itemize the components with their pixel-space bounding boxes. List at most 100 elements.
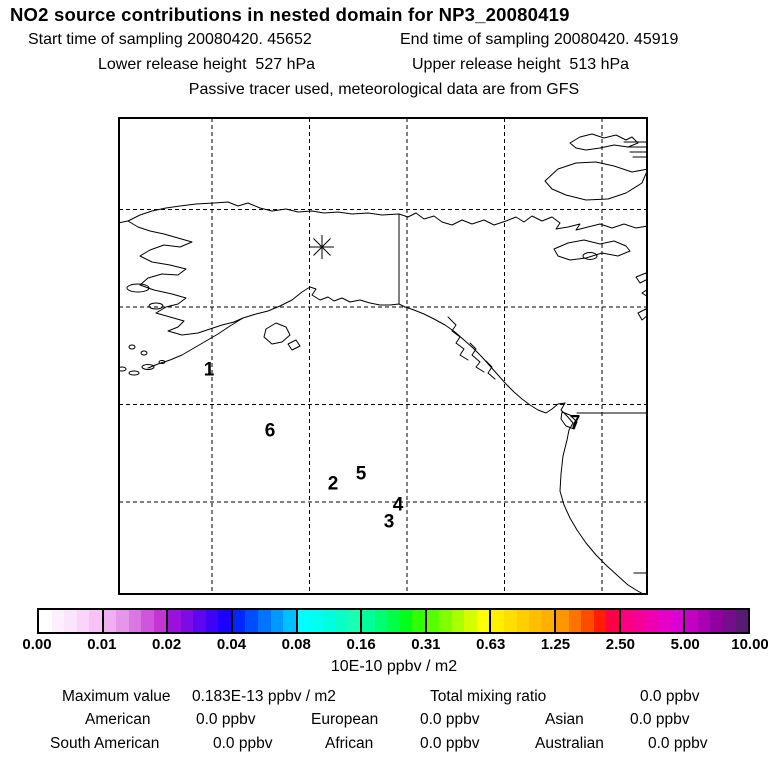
colorbar-cell: [412, 610, 425, 632]
colorbar-cell: [556, 610, 569, 632]
colorbar-cell: [257, 610, 271, 632]
colorbar-cell: [620, 610, 634, 632]
colorbar-cell: [697, 610, 711, 632]
colorbar-cell: [568, 610, 582, 632]
north-coast: [118, 201, 400, 224]
right-edge-islets: [635, 272, 648, 321]
colorbar-cell: [581, 610, 594, 632]
colorbar-cell: [735, 610, 749, 632]
arctic-island-cluster: [553, 239, 631, 261]
colorbar-cell: [633, 610, 646, 632]
colorbar-cell: [64, 610, 77, 632]
colorbar-tick-0.31: 0.31: [411, 636, 441, 653]
colorbar-cell: [180, 610, 194, 632]
colorbar-cell: [141, 610, 154, 632]
colorbar-segment-9: [618, 610, 684, 632]
colorbar-segment-2: [166, 610, 231, 632]
region-label-australian: Australian: [535, 735, 604, 752]
colorbar-units-label: 10E-10 ppbv / m2: [330, 658, 458, 675]
se-alaska-bc-coast: [404, 306, 646, 595]
colorbar-cell: [335, 610, 348, 632]
archipelago-3: [485, 360, 496, 380]
lower-release-label: Lower release height 527 hPa: [98, 56, 316, 73]
colorbar-tick-10.00: 10.00: [731, 636, 768, 653]
colorbar-tick-5.00: 5.00: [670, 636, 700, 653]
colorbar-cell: [723, 610, 736, 632]
colorbar-ticks: 0.00 0.01 0.02 0.04 0.08 0.16 0.31 0.63 1.25 2.50…: [22, 636, 768, 654]
colorbar-cell: [362, 610, 375, 632]
colorbar-tick-0.63: 0.63: [476, 636, 506, 653]
colorbar-cell: [116, 610, 129, 632]
aleutian-islet-2: [141, 364, 155, 370]
region-label-american: American: [85, 711, 151, 728]
colorbar-cell: [658, 610, 671, 632]
colorbar-cell: [232, 610, 246, 632]
colorbar-segment-8: [554, 610, 619, 632]
colorbar-cell: [218, 610, 231, 632]
colorbar-cell: [374, 610, 388, 632]
page-title: NO2 source contributions in nested domai…: [10, 4, 570, 25]
release-point-marker-6: 6: [265, 421, 276, 442]
colorbar-segment-0: [39, 610, 102, 632]
colorbar-tick-0.16: 0.16: [346, 636, 376, 653]
colorbar-tick-0.01: 0.01: [87, 636, 117, 653]
colorbar-segment-10: [683, 610, 749, 632]
colorbar-tick-0.00: 0.00: [22, 636, 52, 653]
aleutian-islet-1: [158, 360, 166, 364]
start-time-label: Start time of sampling 20080420. 45652: [28, 31, 312, 48]
colorbar-cell: [103, 610, 117, 632]
colorbar-cell: [710, 610, 723, 632]
max-value: 0.183E-13 ppbv / m2: [192, 688, 336, 705]
star-marker: [313, 238, 331, 256]
colorbar-cell: [283, 610, 296, 632]
colorbar-cell: [504, 610, 517, 632]
region-label-african: African: [325, 735, 374, 752]
region-value-american: 0.0 ppbv: [196, 711, 256, 728]
colorbar-cell: [270, 610, 284, 632]
release-point-marker-7: 7: [570, 413, 581, 434]
region-value-asian: 0.0 ppbv: [630, 711, 690, 728]
colorbar-cell: [76, 610, 90, 632]
victoria-island: [544, 161, 648, 201]
aleutian-islet-3: [128, 370, 140, 376]
arctic-stripes: [623, 141, 648, 158]
colorbar-cell: [387, 610, 400, 632]
colorbar-cell: [516, 610, 530, 632]
map-overlay: 1 2 34 5 6 7: [204, 235, 581, 533]
region-label-asian: Asian: [545, 711, 584, 728]
colorbar-segment-1: [101, 610, 167, 632]
colorbar-tick-0.08: 0.08: [281, 636, 311, 653]
colorbar-cell: [670, 610, 684, 632]
colorbar-cell: [193, 610, 206, 632]
colorbar-segment-6: [424, 610, 490, 632]
colorbar-cell: [529, 610, 542, 632]
colorbar-cell: [685, 610, 698, 632]
alaska-canada-border: [398, 213, 406, 308]
south-central-coast: [242, 286, 400, 319]
graticule: [119, 118, 647, 594]
colorbar-cell: [464, 610, 477, 632]
arctic-islet: [582, 252, 598, 260]
vancouver-island: [560, 411, 578, 430]
colorbar-cell: [153, 610, 167, 632]
nunivak-island: [148, 302, 164, 310]
end-time-label: End time of sampling 20080420. 45919: [400, 31, 679, 48]
region-label-south-american: South American: [50, 735, 160, 752]
colorbar-cell: [297, 610, 311, 632]
region-value-european: 0.0 ppbv: [420, 711, 480, 728]
colorbar-cell: [593, 610, 607, 632]
colorbar-cell: [606, 610, 619, 632]
release-point-marker-4: 4: [393, 495, 404, 516]
colorbar-cell: [426, 610, 440, 632]
pribilof-islet-1: [128, 344, 136, 350]
release-point-marker-3: 3: [384, 512, 395, 533]
upper-release-label: Upper release height 513 hPa: [412, 56, 630, 73]
canada-north-coast: [398, 212, 648, 231]
kodiak-small-island: [287, 339, 301, 351]
colorbar-segment-3: [230, 610, 296, 632]
colorbar-segment-5: [360, 610, 425, 632]
colorbar-cell: [645, 610, 659, 632]
colorbar-cell: [347, 610, 361, 632]
st-lawrence-island: [126, 283, 150, 293]
